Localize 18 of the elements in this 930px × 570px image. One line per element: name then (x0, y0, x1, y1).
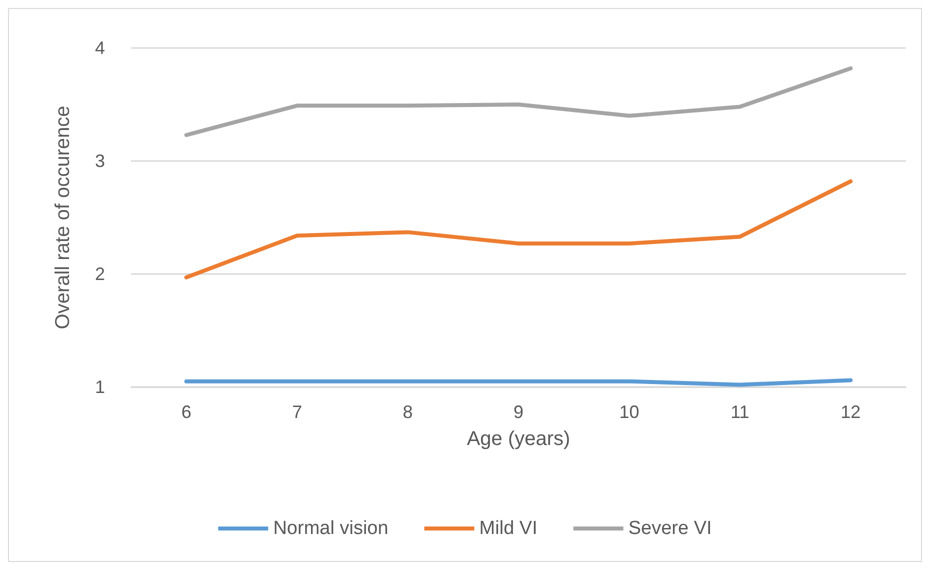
y-axis-title: Overall rate of occurence (52, 106, 74, 330)
x-tick-label: 10 (619, 402, 640, 422)
legend-label: Severe VI (628, 518, 712, 539)
y-tick-label: 3 (94, 151, 105, 171)
y-tick-label: 4 (94, 38, 105, 58)
y-tick-label: 1 (94, 377, 105, 397)
line-series (184, 66, 853, 138)
x-tick-label: 7 (292, 402, 302, 422)
x-tick-label: 12 (840, 402, 861, 422)
x-tick-label: 6 (181, 402, 192, 422)
x-tick-label: 8 (402, 402, 413, 422)
x-tick-label: 9 (513, 402, 524, 422)
y-tick-label: 2 (94, 264, 105, 284)
line-series (184, 179, 853, 280)
legend-label: Normal vision (273, 518, 388, 539)
legend-label: Mild VI (479, 518, 538, 539)
x-tick-label: 11 (730, 402, 750, 422)
x-axis-title: Age (years) (466, 428, 570, 450)
